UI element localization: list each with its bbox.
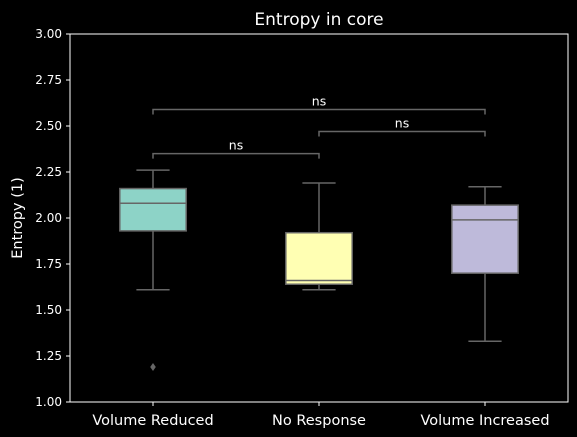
y-tick-label: 2.50 — [35, 119, 62, 133]
box-iqr — [119, 187, 187, 232]
y-tick-label: 3.00 — [35, 27, 62, 41]
plot-area: 1.00 1.25 1.50 1.75 2.00 2.25 2.50 2.75 3.00 Volu… — [35, 27, 569, 429]
y-tick-label: 1.25 — [35, 349, 62, 363]
outlier-point — [150, 363, 156, 372]
y-tick-label: 2.75 — [35, 73, 62, 87]
box-iqr — [285, 231, 353, 285]
box-iqr — [451, 204, 519, 274]
box-no-response — [285, 182, 353, 291]
bracket-label: ns — [395, 116, 409, 131]
bracket-label: ns — [229, 138, 243, 153]
y-tick-label: 1.50 — [35, 303, 62, 317]
x-tick-label: No Response — [272, 413, 366, 429]
x-tick-label: Volume Reduced — [92, 413, 213, 429]
bracket-line — [152, 152, 320, 159]
bracket-line — [152, 108, 486, 115]
chart-title: Entropy in core — [254, 10, 383, 30]
significance-bracket: ns — [318, 116, 486, 137]
significance-bracket: ns — [152, 93, 486, 115]
y-tick-label: 1.75 — [35, 257, 62, 271]
significance-bracket: ns — [152, 138, 320, 159]
y-axis-label: Entropy (1) — [10, 177, 26, 259]
x-tick-label: Volume Increased — [420, 413, 549, 429]
y-tick-label: 1.00 — [35, 395, 62, 409]
box-volume-reduced — [119, 169, 187, 372]
bracket-line — [318, 130, 486, 137]
box-volume-increased — [451, 185, 519, 343]
y-tick-label: 2.00 — [35, 211, 62, 225]
bracket-label: ns — [312, 93, 326, 108]
y-tick-label: 2.25 — [35, 165, 62, 179]
